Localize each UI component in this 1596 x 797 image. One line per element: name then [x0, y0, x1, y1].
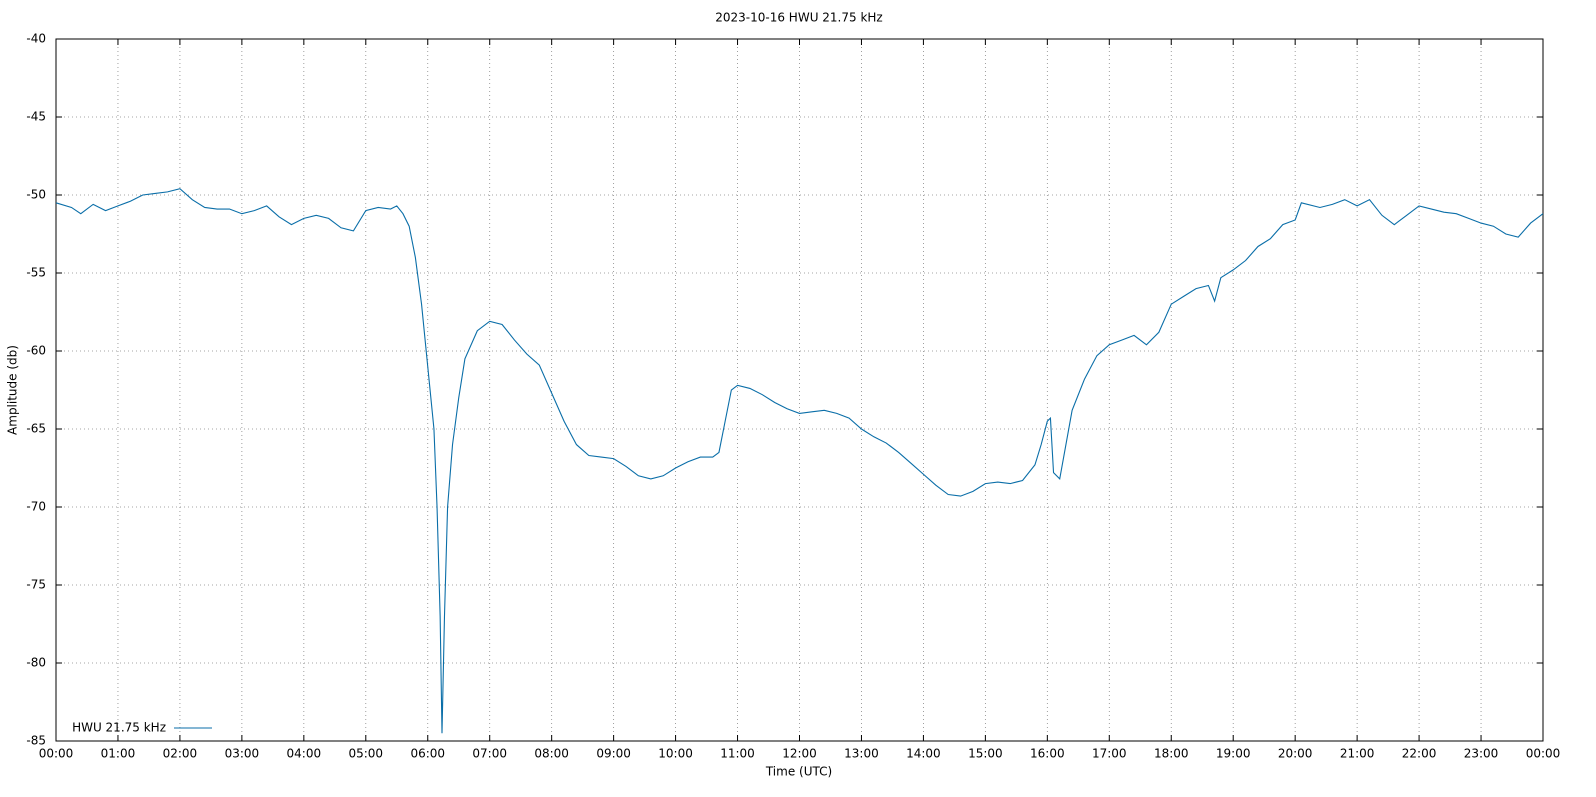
- y-tick-label: -65: [26, 422, 46, 436]
- y-tick-label: -80: [26, 656, 46, 670]
- y-tick-label: -50: [26, 188, 46, 202]
- x-tick-label: 09:00: [596, 747, 631, 761]
- x-tick-label: 05:00: [348, 747, 383, 761]
- x-tick-label: 16:00: [1030, 747, 1065, 761]
- x-tick-label: 00:00: [39, 747, 74, 761]
- x-tick-label: 13:00: [844, 747, 879, 761]
- y-tick-label: -75: [26, 578, 46, 592]
- x-tick-label: 22:00: [1402, 747, 1437, 761]
- x-tick-label: 10:00: [658, 747, 693, 761]
- x-tick-label: 03:00: [225, 747, 260, 761]
- x-tick-label: 08:00: [534, 747, 569, 761]
- chart-title: 2023-10-16 HWU 21.75 kHz: [715, 11, 882, 25]
- x-tick-label: 14:00: [906, 747, 941, 761]
- x-tick-label: 18:00: [1154, 747, 1189, 761]
- x-tick-label: 19:00: [1216, 747, 1251, 761]
- x-tick-label: 11:00: [720, 747, 755, 761]
- plot-frame: [55, 38, 1544, 742]
- x-tick-label: 01:00: [101, 747, 136, 761]
- y-tick-label: -85: [26, 734, 46, 748]
- data-line: [55, 188, 1544, 734]
- y-axis-label: Amplitude (db): [6, 345, 20, 435]
- x-tick-label: 02:00: [163, 747, 198, 761]
- y-tick-label: -60: [26, 344, 46, 358]
- y-tick-label: -55: [26, 266, 46, 280]
- x-tick-label: 21:00: [1340, 747, 1375, 761]
- y-tick-label: -45: [26, 110, 46, 124]
- x-tick-label: 00:00: [1526, 747, 1561, 761]
- x-axis-label: Time (UTC): [765, 765, 832, 779]
- y-tick-label: -40: [26, 32, 46, 46]
- legend-label: HWU 21.75 kHz: [72, 721, 166, 735]
- x-tick-label: 12:00: [782, 747, 817, 761]
- y-tick-label: -70: [26, 500, 46, 514]
- x-tick-label: 17:00: [1092, 747, 1127, 761]
- x-tick-label: 06:00: [410, 747, 445, 761]
- x-tick-label: 23:00: [1464, 747, 1499, 761]
- x-tick-label: 04:00: [287, 747, 322, 761]
- x-tick-label: 15:00: [968, 747, 1003, 761]
- x-tick-label: 07:00: [472, 747, 507, 761]
- x-tick-label: 20:00: [1278, 747, 1313, 761]
